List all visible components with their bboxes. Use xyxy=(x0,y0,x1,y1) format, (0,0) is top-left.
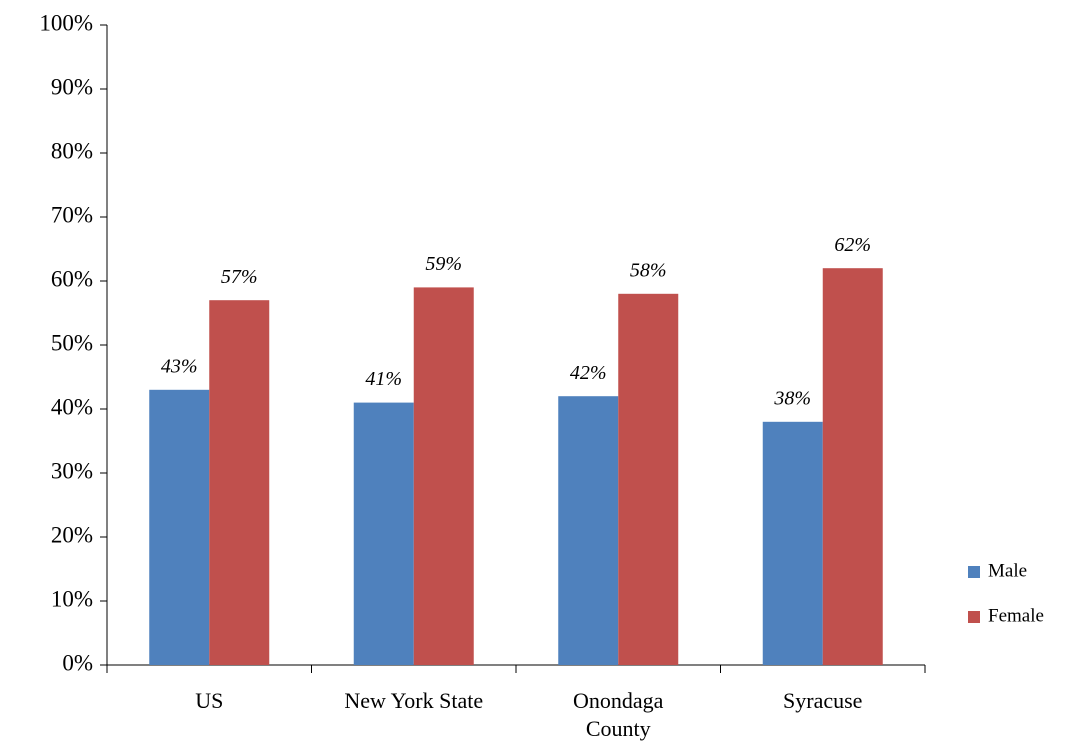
data-label: 43% xyxy=(161,355,198,377)
y-tick-label: 40% xyxy=(51,394,93,419)
bar xyxy=(353,402,414,665)
y-tick-label: 80% xyxy=(51,138,93,163)
y-tick-label: 70% xyxy=(51,202,93,227)
y-tick-label: 100% xyxy=(39,10,93,35)
legend-label: Female xyxy=(988,605,1044,626)
y-tick-label: 30% xyxy=(51,458,93,483)
bar xyxy=(558,396,619,665)
bar xyxy=(618,293,679,665)
legend-swatch xyxy=(968,566,980,578)
y-tick-label: 90% xyxy=(51,74,93,99)
bar xyxy=(762,421,823,665)
y-tick-label: 0% xyxy=(62,650,93,675)
x-tick-label: Onondaga County xyxy=(573,688,664,741)
y-tick-label: 60% xyxy=(51,266,93,291)
legend-label: Male xyxy=(988,560,1027,581)
x-tick-label: Syracuse xyxy=(783,688,863,713)
x-tick-label: New York State xyxy=(344,688,484,713)
y-tick-label: 10% xyxy=(51,586,93,611)
y-tick-label: 50% xyxy=(51,330,93,355)
legend-swatch xyxy=(968,611,980,623)
data-label: 58% xyxy=(630,259,667,281)
bar xyxy=(822,268,883,665)
bar xyxy=(149,389,210,665)
x-tick-label: US xyxy=(195,688,224,713)
data-label: 42% xyxy=(570,362,607,384)
data-label: 57% xyxy=(221,266,258,288)
data-label: 38% xyxy=(773,387,811,409)
data-label: 41% xyxy=(365,368,402,390)
bar xyxy=(209,300,270,665)
data-label: 62% xyxy=(834,234,871,256)
data-label: 59% xyxy=(425,253,462,275)
y-tick-label: 20% xyxy=(51,522,93,547)
bar xyxy=(413,287,474,665)
